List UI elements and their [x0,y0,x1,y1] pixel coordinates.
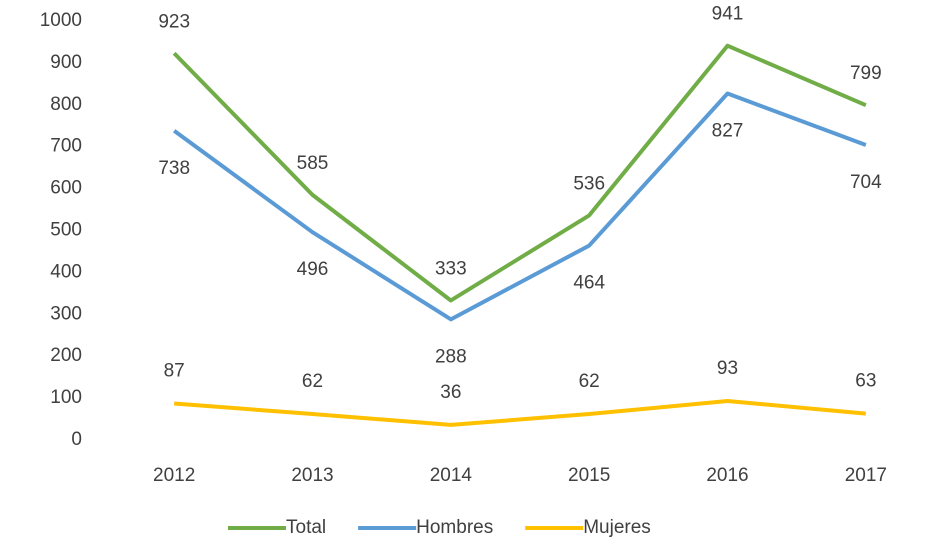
legend-label: Mujeres [583,517,651,538]
x-tick-label: 2014 [430,465,473,486]
data-label: 536 [573,173,605,194]
x-tick-label: 2017 [845,465,887,486]
data-label: 93 [717,358,738,379]
data-label: 923 [158,11,190,32]
series-line [172,91,867,322]
data-label: 799 [850,63,882,84]
series-line [172,43,867,303]
data-label: 87 [164,361,185,382]
data-label: 464 [573,273,605,294]
data-label: 496 [297,259,329,280]
x-tick-label: 2016 [706,465,748,486]
series-line [174,399,867,427]
y-tick-label: 200 [50,345,82,366]
y-tick-label: 700 [50,136,82,157]
y-tick-label: 600 [50,178,82,199]
data-label: 288 [435,346,467,367]
legend-label: Total [286,517,326,538]
x-tick-label: 2013 [291,465,333,486]
data-label: 941 [712,4,744,25]
data-label: 63 [855,371,876,392]
data-label: 36 [440,382,461,403]
y-tick-label: 500 [50,220,82,241]
y-tick-label: 0 [71,429,82,450]
data-label: 704 [850,172,882,193]
data-label: 585 [297,153,329,174]
data-label: 827 [712,121,744,142]
y-tick-label: 400 [50,261,82,282]
data-label: 62 [579,371,600,392]
y-tick-label: 800 [50,94,82,115]
y-tick-label: 1000 [40,10,82,31]
data-label: 738 [158,158,190,179]
data-label: 333 [435,258,467,279]
x-tick-label: 2015 [568,465,610,486]
y-tick-label: 300 [50,303,82,324]
data-label: 62 [302,371,323,392]
x-tick-label: 2012 [153,465,195,486]
y-tick-label: 900 [50,52,82,73]
legend-label: Hombres [416,517,493,538]
y-tick-label: 100 [50,387,82,408]
